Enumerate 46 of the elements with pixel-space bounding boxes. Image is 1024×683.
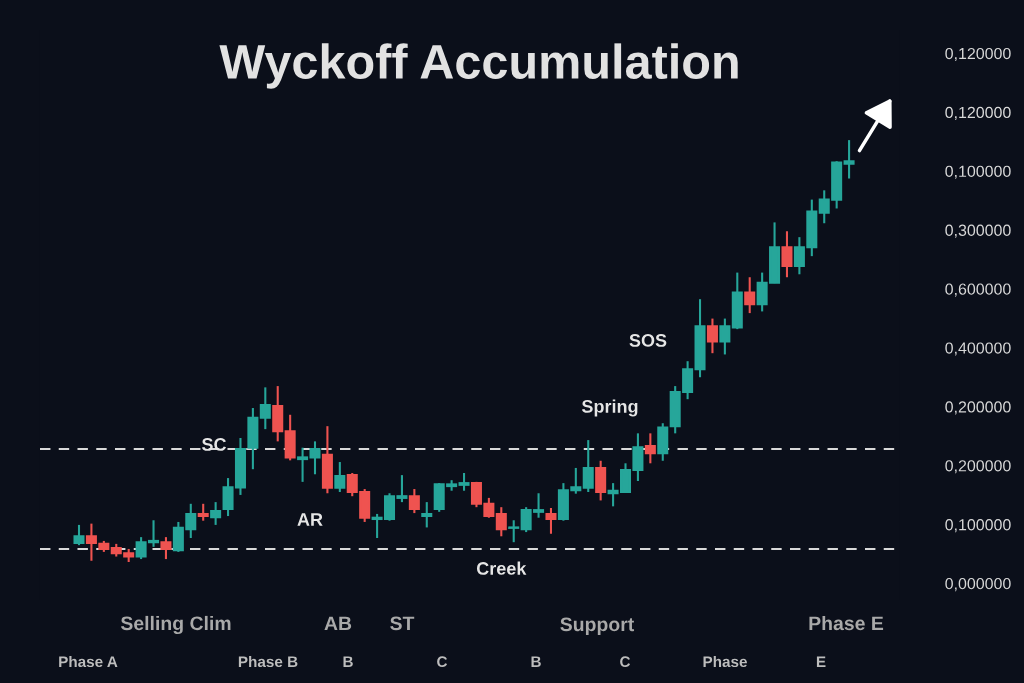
text: Phase E (809, 615, 884, 631)
text: 0,100000 (945, 165, 1011, 179)
text: Phase B (238, 655, 298, 668)
text: 0,400000 (945, 342, 1011, 356)
candlestick (210, 501, 222, 526)
text: B (531, 656, 541, 667)
text: 0,120000 (945, 47, 1011, 62)
candlestick (744, 276, 756, 315)
candlestick (644, 432, 656, 465)
text: Phase (703, 655, 747, 668)
candlestick (259, 386, 271, 431)
candlestick (719, 317, 731, 356)
text: C (437, 656, 448, 668)
candlestick (843, 139, 855, 180)
text: 0,300000 (945, 224, 1011, 238)
text: 0,600000 (945, 283, 1011, 297)
candlestick (545, 506, 557, 535)
text: C (620, 656, 631, 668)
ref-line-label: Creek (476, 561, 527, 575)
candlestick (582, 439, 594, 494)
text: 0,200000 (945, 401, 1011, 415)
candlestick (73, 523, 85, 547)
candlestick (160, 536, 172, 561)
candlestick (408, 488, 420, 515)
text: 0,200000 (945, 460, 1011, 474)
text: 0,120000 (945, 106, 1011, 120)
candlestick (495, 506, 507, 538)
text: B (343, 656, 353, 667)
annotation: AR (297, 513, 323, 526)
annotation: SOS (629, 334, 667, 347)
text: E (816, 656, 826, 667)
annotation: Spring (581, 399, 638, 417)
candlestick (706, 317, 718, 355)
candlestick (421, 501, 433, 529)
candlestick (334, 461, 346, 494)
text: ST (390, 616, 415, 631)
text: Support (560, 617, 635, 636)
candlestick (508, 519, 520, 544)
text: 0,100000 (945, 519, 1011, 533)
text: 0,000000 (945, 577, 1011, 592)
candlestick (781, 230, 793, 279)
annotation: SC (201, 438, 227, 451)
text: Selling Clim (120, 615, 231, 635)
chart-title: Wyckoff Accumulation (219, 43, 738, 89)
text: Phase A (59, 655, 118, 668)
text: AB (324, 616, 352, 631)
